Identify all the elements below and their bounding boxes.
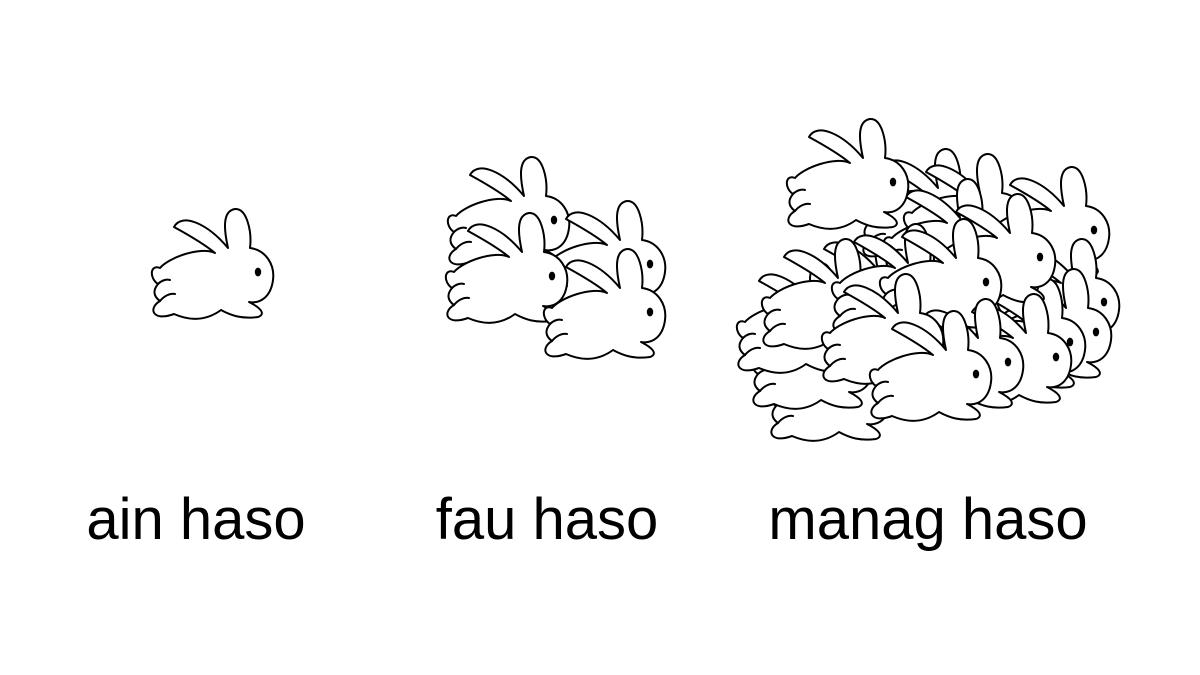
group-one-rabbit — [150, 207, 275, 320]
label-one-rabbit: ain haso — [86, 487, 306, 552]
group-many-rabbits — [735, 117, 1121, 442]
label-few-rabbits: fau haso — [435, 487, 659, 552]
rabbit-icon — [785, 117, 910, 230]
group-few-rabbits — [444, 155, 667, 360]
rabbit-icon — [150, 207, 275, 320]
label-many-rabbits: manag haso — [768, 487, 1088, 552]
